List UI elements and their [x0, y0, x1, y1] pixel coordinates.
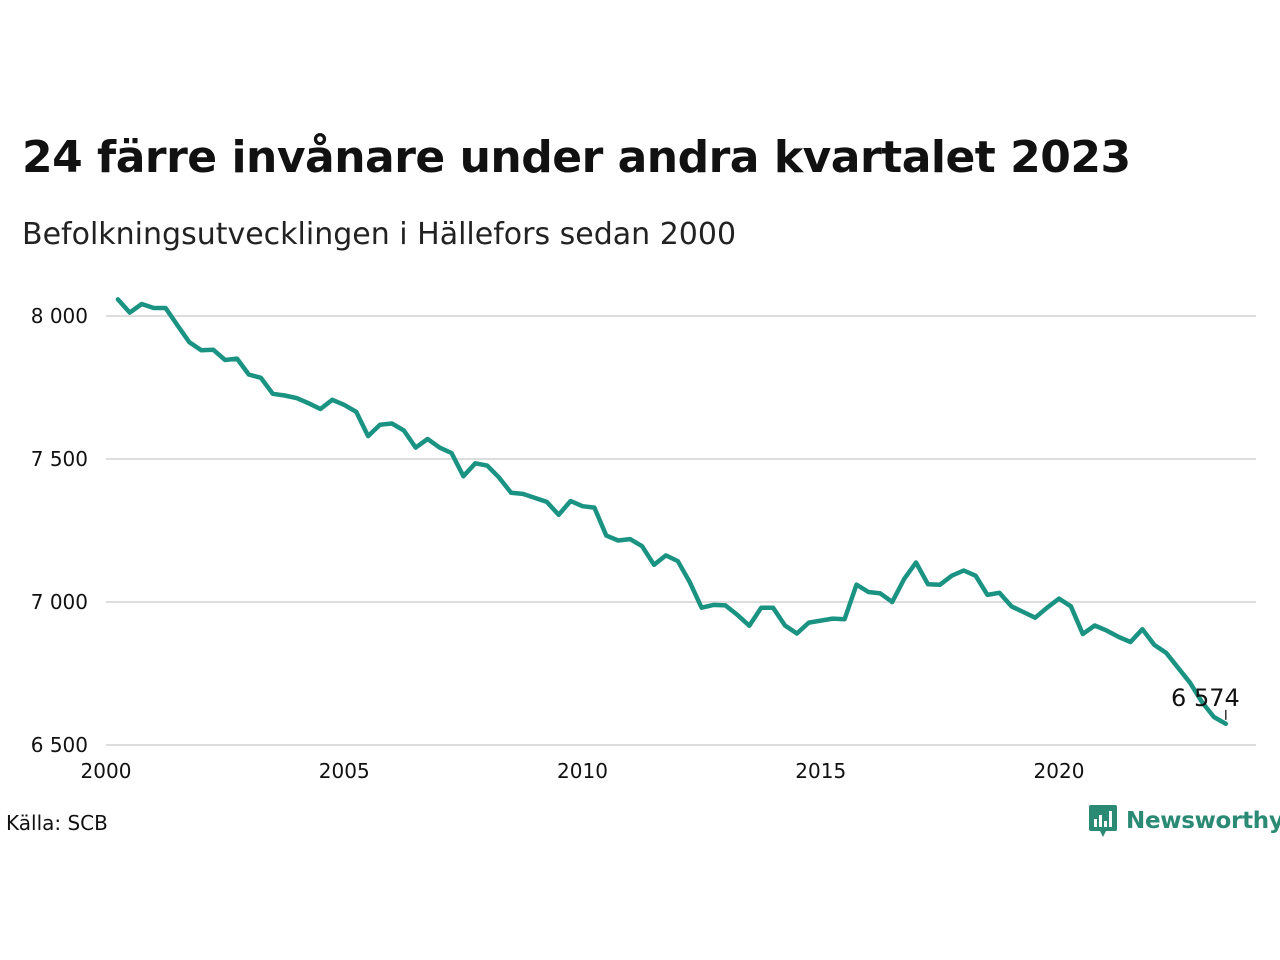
x-tick-label: 2015	[795, 759, 846, 783]
y-tick-label: 7 000	[31, 590, 88, 614]
brand-name: Newsworthy	[1126, 808, 1280, 834]
chart-title: 24 färre invånare under andra kvartalet …	[22, 132, 1131, 183]
source-note: Källa: SCB	[6, 811, 108, 835]
y-tick-label: 7 500	[31, 447, 88, 471]
x-tick-label: 2020	[1034, 759, 1085, 783]
chart-subtitle: Befolkningsutvecklingen i Hällefors seda…	[22, 217, 737, 252]
x-tick-label: 2005	[319, 759, 370, 783]
x-tick-label: 2000	[81, 759, 132, 783]
y-axis-ticks: 6 500 7 000 7 500 8 000	[31, 304, 88, 757]
newsworthy-logo-icon	[1089, 805, 1117, 837]
x-tick-label: 2010	[557, 759, 608, 783]
y-tick-label: 6 500	[31, 733, 88, 757]
grid-lines	[106, 315, 1256, 746]
y-tick-label: 8 000	[31, 304, 88, 328]
end-value-label: 6 574	[1171, 684, 1240, 712]
population-series-line	[115, 297, 1229, 727]
x-axis-ticks: 2000 2005 2010 2015 2020	[81, 759, 1085, 783]
end-label-layer: 6 574	[1171, 684, 1240, 720]
series-layer	[115, 297, 1229, 727]
brand-logo[interactable]: Newsworthy	[1088, 804, 1280, 838]
